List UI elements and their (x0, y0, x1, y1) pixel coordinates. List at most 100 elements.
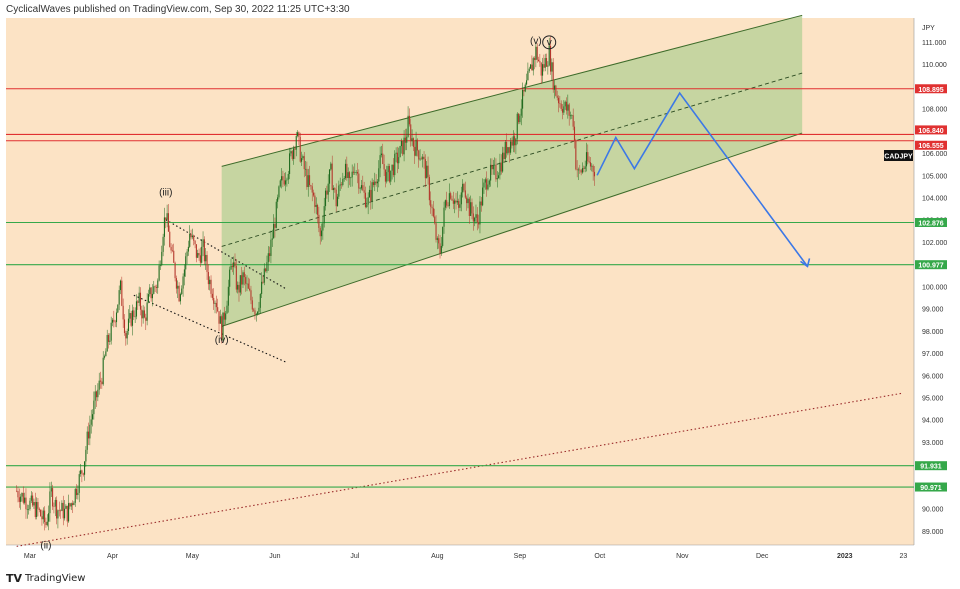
candle-body (121, 280, 123, 306)
candle-body (374, 181, 376, 186)
candle-body (311, 186, 313, 193)
candle-body (74, 488, 76, 503)
level-tag-label: 108.895 (918, 87, 943, 94)
candle-body (372, 182, 375, 186)
candle-body (500, 162, 502, 172)
y-tick-label: 108.000 (922, 107, 947, 114)
candle-body (123, 319, 126, 334)
candle-body (573, 126, 576, 141)
candle-body (328, 169, 331, 184)
candle-body (400, 141, 402, 147)
candle-body (498, 175, 500, 179)
candle-body (97, 389, 99, 398)
candle-body (245, 277, 247, 284)
candle-body (271, 238, 273, 240)
candle-body (468, 198, 470, 216)
candle-body (102, 357, 104, 385)
candle-body (218, 311, 220, 324)
candle-body (430, 200, 432, 207)
candle-body (475, 214, 477, 218)
candle-body (68, 503, 70, 522)
candle-body (585, 152, 588, 167)
candle-body (450, 193, 452, 199)
candle-body (520, 108, 522, 116)
y-tick-label: 95.000 (922, 396, 944, 403)
candle-body (90, 419, 92, 425)
level-tag-90.971 (915, 482, 947, 492)
candle-body (327, 183, 329, 195)
level-tag-label: 90.971 (920, 485, 942, 492)
candle-body (191, 235, 193, 238)
candle-body (45, 522, 47, 526)
candle-body (201, 246, 203, 263)
candle-body (407, 115, 409, 137)
candle-body (139, 292, 142, 310)
candle-body (72, 503, 74, 506)
candle-body (490, 164, 492, 181)
candle-body (52, 488, 54, 507)
candle-body (376, 181, 379, 184)
candle-body (147, 294, 150, 303)
candle-body (547, 65, 549, 67)
x-tick-label: Mar (24, 553, 37, 560)
candle-body (179, 294, 181, 302)
candle-body (162, 236, 164, 252)
candle-body (563, 106, 565, 113)
candle-body (119, 280, 122, 291)
candle-body (528, 68, 530, 72)
candle-body (38, 508, 40, 510)
candle-body (392, 164, 394, 176)
candle-body (258, 307, 260, 312)
candle-body (419, 158, 421, 160)
candle-body (470, 202, 472, 216)
candle-body (182, 276, 184, 289)
candle-body (309, 175, 311, 186)
candle-body (17, 491, 19, 498)
candle-body (588, 161, 590, 163)
candle-body (503, 152, 505, 160)
x-tick-label: Apr (107, 553, 119, 560)
tradingview-logo-icon: 𝗧𝗩 (6, 572, 23, 585)
candle-body (451, 198, 453, 201)
candle-body (241, 275, 243, 285)
candle-body (384, 169, 386, 182)
level-tag-label: 100.977 (918, 263, 943, 270)
candle-body (62, 502, 64, 519)
candle-body (53, 506, 55, 508)
candle-body (312, 192, 315, 196)
candle-body (454, 200, 456, 204)
candle-body (388, 166, 390, 182)
x-tick-label: Oct (594, 553, 605, 560)
candle-body (277, 197, 279, 202)
tradingview-brand-label: TradingView (25, 573, 86, 584)
wave-label: (ii) (40, 541, 51, 552)
candle-body (293, 148, 295, 159)
x-tick-label: Aug (431, 553, 444, 560)
x-tick-label: Jul (350, 553, 359, 560)
candle-body (459, 204, 461, 208)
candle-body (484, 179, 486, 183)
candle-body (530, 64, 532, 69)
candle-body (259, 293, 261, 308)
candle-body (507, 147, 509, 154)
candle-body (165, 217, 167, 220)
level-tag-108.895 (915, 84, 947, 94)
candle-body (502, 152, 504, 172)
candle-body (522, 90, 524, 109)
candle-body (466, 197, 468, 204)
candle-body (243, 272, 245, 278)
candle-body (198, 253, 200, 256)
candle-body (81, 470, 83, 474)
candle-body (274, 223, 276, 228)
candle-body (549, 45, 552, 72)
tradingview-logo[interactable]: 𝗧𝗩 TradingView (6, 572, 85, 585)
candle-body (56, 499, 58, 519)
candle-body (217, 307, 219, 312)
candle-body (568, 104, 570, 116)
candle-body (303, 156, 305, 170)
candle-body (355, 172, 357, 173)
candle-body (171, 250, 173, 252)
candle-body (496, 178, 498, 180)
candle-body (138, 292, 140, 303)
